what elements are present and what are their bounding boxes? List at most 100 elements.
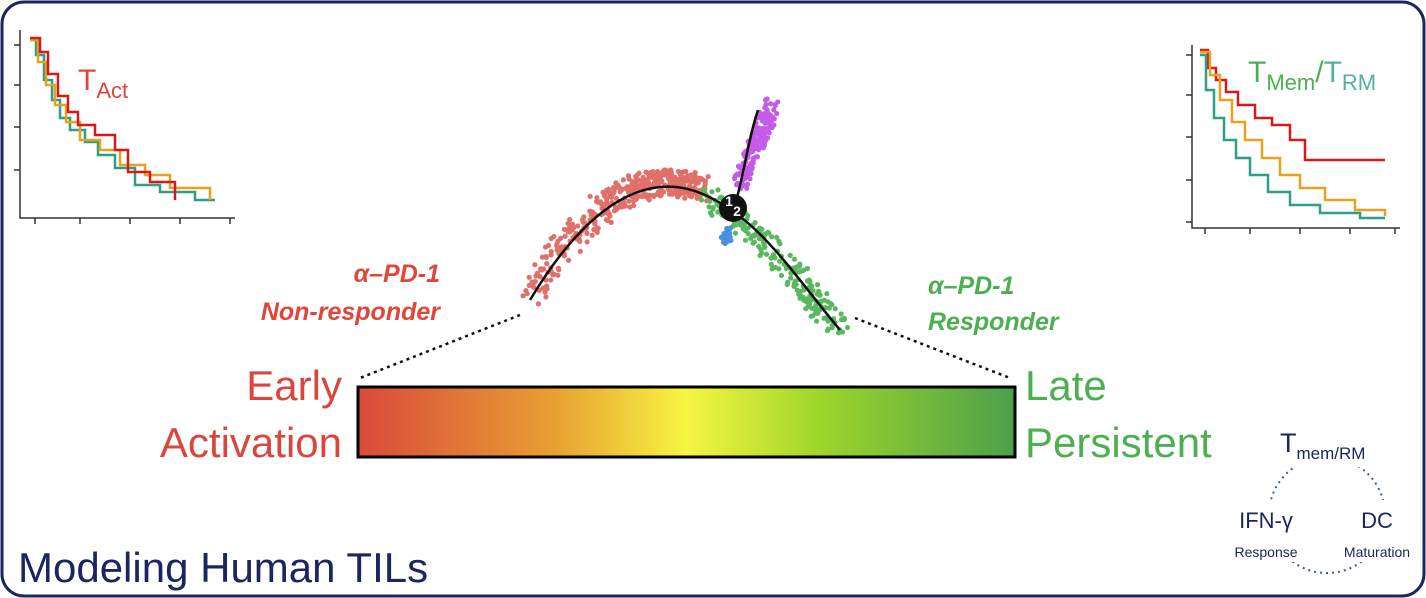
cell-scatter: [520, 96, 851, 336]
inset-sublabel: Response: [1234, 544, 1297, 560]
cell-dot: [542, 289, 548, 295]
cell-dot: [804, 299, 810, 305]
label-sub: RM: [1342, 70, 1376, 95]
label-sub: Mem: [1266, 70, 1315, 95]
cell-dot: [675, 168, 682, 175]
drug-label: α–PD-1: [354, 260, 440, 288]
cell-dot: [633, 179, 639, 185]
cell-dot: [543, 253, 549, 260]
cell-dot: [625, 173, 632, 179]
cell-dot: [772, 264, 778, 270]
cell-dot: [561, 226, 567, 232]
cell-dot: [686, 183, 693, 189]
cell-dot: [650, 174, 657, 180]
gradient-start: Early: [246, 362, 342, 409]
inset-node: DC: [1361, 508, 1393, 533]
cell-dot: [548, 277, 554, 283]
cell-dot: [724, 226, 730, 233]
cell-dot: [726, 234, 732, 240]
trajectory-branch: [733, 109, 760, 206]
cell-dot: [788, 275, 794, 281]
cell-dot: [644, 192, 650, 198]
gradient-start: Activation: [160, 419, 342, 466]
cell-dot: [669, 177, 676, 183]
cell-dot: [731, 175, 738, 182]
cell-dot: [647, 170, 653, 176]
cell-dot: [626, 198, 632, 204]
label-sub: mem/RM: [1297, 444, 1366, 463]
cell-dot: [670, 191, 676, 197]
cell-dot: [735, 163, 742, 169]
cell-dot: [567, 228, 574, 234]
trajectory-curve: [528, 185, 841, 331]
cell-dot: [839, 329, 846, 335]
cell-dot: [633, 173, 640, 179]
cell-dot: [709, 189, 715, 195]
cell-dot: [724, 238, 731, 244]
cell-dot: [750, 148, 756, 155]
label-slash: /: [1315, 56, 1324, 89]
inset: Tmem/RM IFN-γ Response DC Maturation: [1222, 425, 1421, 574]
cell-dot: [776, 238, 782, 244]
cell-dot: [654, 168, 661, 175]
cell-dot: [659, 171, 665, 178]
cell-dot: [745, 169, 751, 175]
cell-dot: [622, 201, 628, 208]
cell-dot: [721, 230, 727, 237]
cell-dot: [763, 251, 770, 257]
cell-dot: [683, 168, 689, 175]
cell-dot: [762, 97, 769, 103]
cell-dot: [771, 107, 777, 113]
cell-dot: [559, 244, 565, 250]
cell-dot: [555, 272, 561, 278]
cell-dot: [844, 324, 851, 331]
cell-dot: [663, 171, 669, 177]
cell-dot: [551, 233, 557, 240]
cell-dot: [752, 154, 759, 160]
cell-dot: [787, 252, 793, 258]
cell-dot: [755, 125, 762, 131]
cell-dot: [698, 175, 704, 182]
inset-title: Tmem/RM: [1280, 428, 1365, 463]
drug-label: α–PD-1: [928, 272, 1014, 300]
cell-dot: [685, 190, 691, 196]
cell-dot: [615, 182, 621, 188]
cell-dot: [555, 265, 562, 271]
cell-dot: [768, 261, 774, 268]
cell-dot: [587, 193, 593, 199]
cell-dot: [785, 279, 791, 285]
inset-node: IFN-γ: [1239, 508, 1293, 533]
cell-dot: [577, 248, 583, 255]
cell-dot: [838, 311, 844, 317]
branch-node: [719, 194, 747, 222]
plot-label: TMem/TRM: [1248, 56, 1376, 95]
cell-dot: [655, 189, 662, 195]
cell-dot: [743, 228, 749, 234]
cell-dot: [825, 326, 831, 332]
cell-dot: [594, 229, 600, 235]
cell-dot: [685, 173, 691, 179]
cell-dot: [813, 318, 820, 324]
cell-dot: [769, 234, 775, 240]
cell-dot: [545, 242, 552, 249]
cell-dot: [764, 135, 770, 141]
cell-dot: [575, 223, 581, 229]
gradient-end: Persistent: [1025, 419, 1212, 466]
cell-dot: [584, 239, 590, 245]
cell-dot: [534, 270, 541, 276]
branch-label: 2: [733, 203, 741, 219]
cell-dot: [720, 235, 726, 241]
label-main: T: [78, 64, 96, 97]
branch-label: 1: [725, 193, 733, 209]
cell-dot: [768, 121, 775, 128]
cell-dot: [544, 261, 550, 267]
cell-dot: [532, 262, 538, 268]
cell-dot: [702, 178, 708, 184]
cell-dot: [815, 310, 821, 316]
cell-dot: [814, 291, 820, 297]
cell-dot: [584, 230, 590, 236]
cell-dot: [772, 102, 778, 109]
cell-dot: [791, 256, 798, 262]
cell-dot: [770, 252, 777, 258]
